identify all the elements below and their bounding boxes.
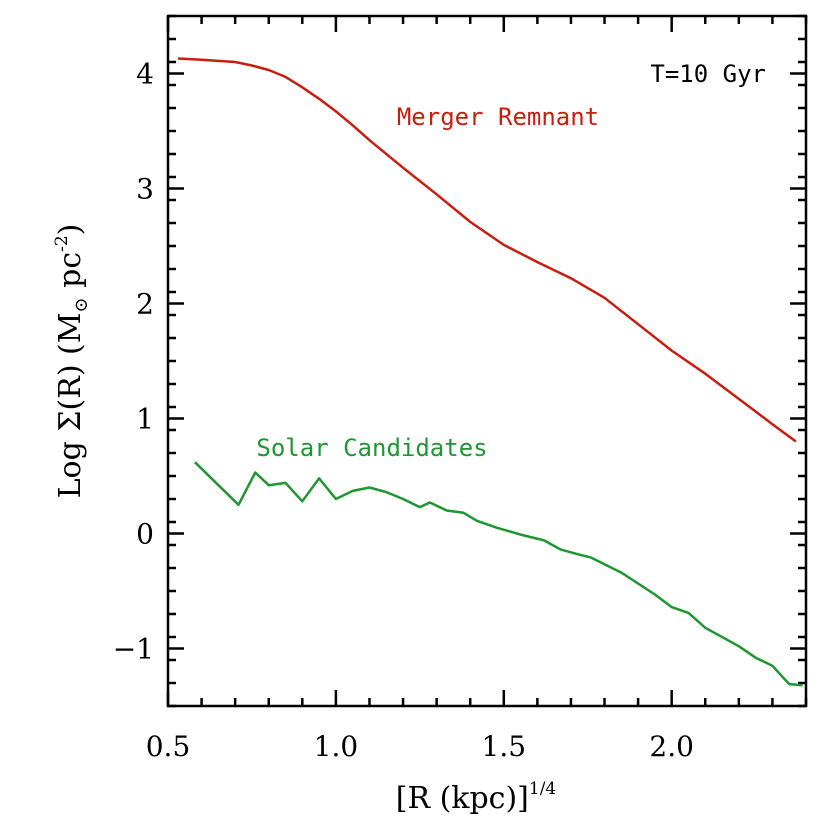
y-tick-label: 4 <box>136 58 154 91</box>
series-label-merger-remnant: Merger Remnant <box>397 103 599 131</box>
series-lines <box>178 57 803 687</box>
y-tick-label: 2 <box>136 288 154 321</box>
y-axis-label: Log Σ(R) (M⊙ pc-2) <box>52 224 92 499</box>
series-label-solar-candidates: Solar Candidates <box>256 434 487 462</box>
tick-labels: 0.5 1.0 1.5 2.0 −1 0 1 2 3 4 <box>113 58 694 764</box>
x-tick-label: 1.0 <box>314 730 359 763</box>
series-line-solar-candidates <box>194 461 803 687</box>
x-axis-label: [R (kpc)]1/4 <box>396 779 556 816</box>
x-tick-label: 1.5 <box>482 730 527 763</box>
y-tick-label: 0 <box>136 518 154 551</box>
y-tick-label: −1 <box>113 633 154 666</box>
y-tick-label: 3 <box>136 173 154 206</box>
series-line-merger-remnant <box>178 57 797 443</box>
x-tick-label: 0.5 <box>146 730 191 763</box>
time-annotation: T=10 Gyr <box>650 60 766 88</box>
x-tick-label: 2.0 <box>649 730 694 763</box>
axis-ticks <box>166 14 808 708</box>
y-tick-label: 1 <box>136 403 154 436</box>
